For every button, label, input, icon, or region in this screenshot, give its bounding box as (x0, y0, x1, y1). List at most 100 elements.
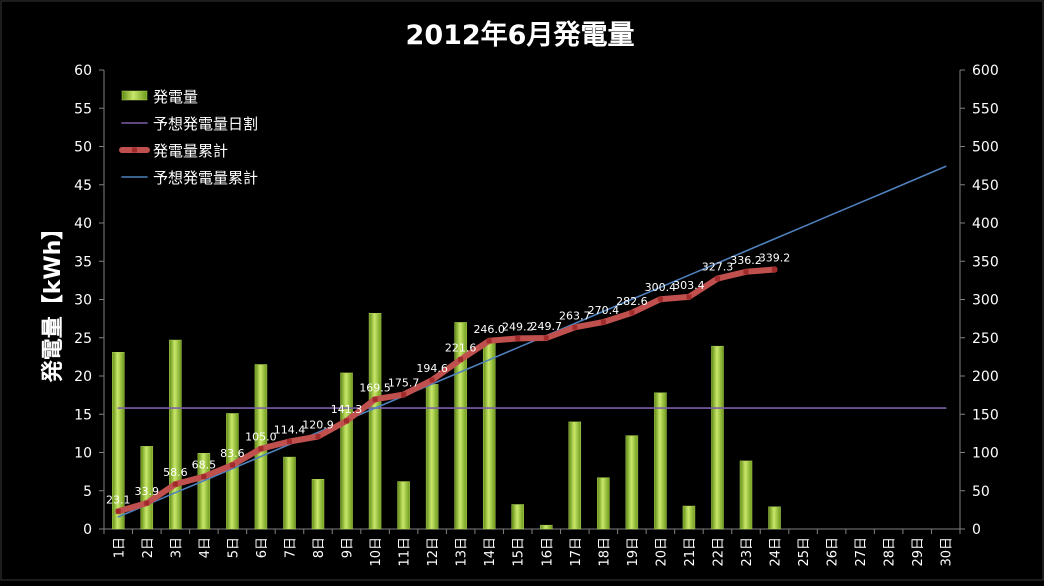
bar (425, 384, 439, 530)
y-axis-label: 発電量【kWh】 (41, 218, 66, 384)
series-line (115, 266, 778, 515)
y-tick-label-left: 20 (74, 369, 92, 385)
line-point (258, 446, 264, 452)
legend-swatch (121, 90, 148, 101)
y-tick-label-right: 50 (972, 484, 990, 500)
data-label: 263.7 (559, 309, 591, 322)
bar (397, 481, 410, 530)
bar (340, 372, 353, 530)
y-tick-label-right: 450 (972, 178, 999, 194)
data-label: 120.9 (302, 419, 334, 432)
line-point (600, 319, 606, 325)
x-tick-label: 15日 (512, 537, 527, 567)
x-tick-label: 21日 (683, 537, 698, 567)
data-label: 169.5 (359, 381, 391, 394)
x-tick-label: 28日 (883, 537, 898, 567)
line-point (229, 462, 235, 468)
y-tick-label-right: 0 (972, 522, 981, 538)
y-tick-label-left: 15 (74, 407, 92, 423)
x-tick-label: 6日 (255, 537, 270, 558)
data-label: 175.7 (388, 377, 420, 390)
line-point (401, 392, 407, 398)
line-point (743, 269, 749, 275)
bar (682, 505, 696, 530)
line-point (772, 267, 778, 273)
line-point (429, 377, 435, 383)
x-tick-label: 17日 (569, 537, 584, 567)
data-label: 300.4 (645, 281, 677, 294)
legend-label: 予想発電量累計 (153, 169, 258, 187)
y-tick-label-left: 40 (74, 216, 92, 232)
data-label: 282.6 (616, 295, 648, 308)
x-tick-label: 23日 (740, 537, 755, 567)
y-tick-label-right: 600 (972, 63, 999, 79)
x-tick-label: 9日 (341, 537, 356, 558)
x-tick-label: 26日 (826, 537, 841, 567)
x-tick-label: 8日 (312, 537, 327, 558)
x-tick-label: 14日 (483, 537, 498, 567)
bar (482, 342, 496, 530)
bar (454, 322, 467, 530)
line-point (543, 335, 549, 341)
x-tick-label: 13日 (455, 537, 470, 567)
bar (768, 506, 781, 530)
line-point (372, 396, 378, 402)
data-label: 303.4 (673, 279, 705, 292)
y-tick-label-right: 200 (972, 369, 999, 385)
x-tick-label: 2日 (141, 537, 156, 558)
data-label: 339.2 (759, 252, 791, 265)
x-tick-label: 29日 (911, 537, 926, 567)
y-tick-label-right: 350 (972, 254, 999, 270)
y-tick-label-left: 5 (83, 484, 92, 500)
chart-title: 2012年6月発電量 (406, 19, 635, 51)
y-tick-label-right: 300 (972, 293, 999, 309)
y-tick-label-right: 550 (972, 101, 999, 117)
y-tick-label-right: 500 (972, 140, 999, 156)
legend-label: 発電量累計 (153, 142, 228, 160)
x-tick-label: 27日 (854, 537, 869, 567)
data-label: 141.3 (331, 403, 363, 416)
line-point (657, 296, 663, 302)
data-label: 249.2 (502, 320, 534, 333)
bar (112, 352, 125, 530)
x-tick-label: 12日 (426, 537, 441, 567)
data-label: 327.3 (702, 261, 734, 274)
x-tick-label: 10日 (369, 537, 384, 567)
y-tick-label-left: 30 (74, 293, 92, 309)
y-tick-label-left: 45 (74, 178, 92, 194)
bar (368, 313, 382, 530)
data-label: 105.0 (245, 431, 277, 444)
data-label: 246.0 (473, 323, 505, 336)
series-line (117, 165, 947, 518)
bar (739, 460, 753, 530)
x-tick-label: 20日 (654, 537, 669, 567)
line-point (686, 294, 692, 300)
y-tick-label-right: 400 (972, 216, 999, 232)
x-tick-label: 1日 (112, 537, 127, 558)
y-tick-label-left: 0 (83, 522, 92, 538)
x-tick-label: 3日 (169, 537, 184, 558)
bar (597, 477, 610, 530)
x-tick-label: 19日 (626, 537, 641, 567)
bar (511, 504, 524, 530)
bar (654, 392, 667, 530)
line-point (115, 508, 121, 514)
x-tick-label: 25日 (797, 537, 812, 567)
line-point (515, 335, 521, 341)
line-point (629, 310, 635, 316)
data-label: 336.2 (730, 254, 762, 267)
bar (197, 453, 211, 530)
data-label: 58.6 (163, 466, 188, 479)
x-tick-label: 16日 (540, 537, 555, 567)
x-tick-label: 30日 (940, 537, 955, 567)
bar (311, 479, 325, 530)
line-point (458, 356, 464, 362)
data-label: 270.4 (588, 304, 620, 317)
bar (568, 421, 582, 530)
legend-label: 発電量 (153, 88, 198, 106)
data-label: 249.7 (531, 320, 563, 333)
x-tick-label: 7日 (283, 537, 298, 558)
